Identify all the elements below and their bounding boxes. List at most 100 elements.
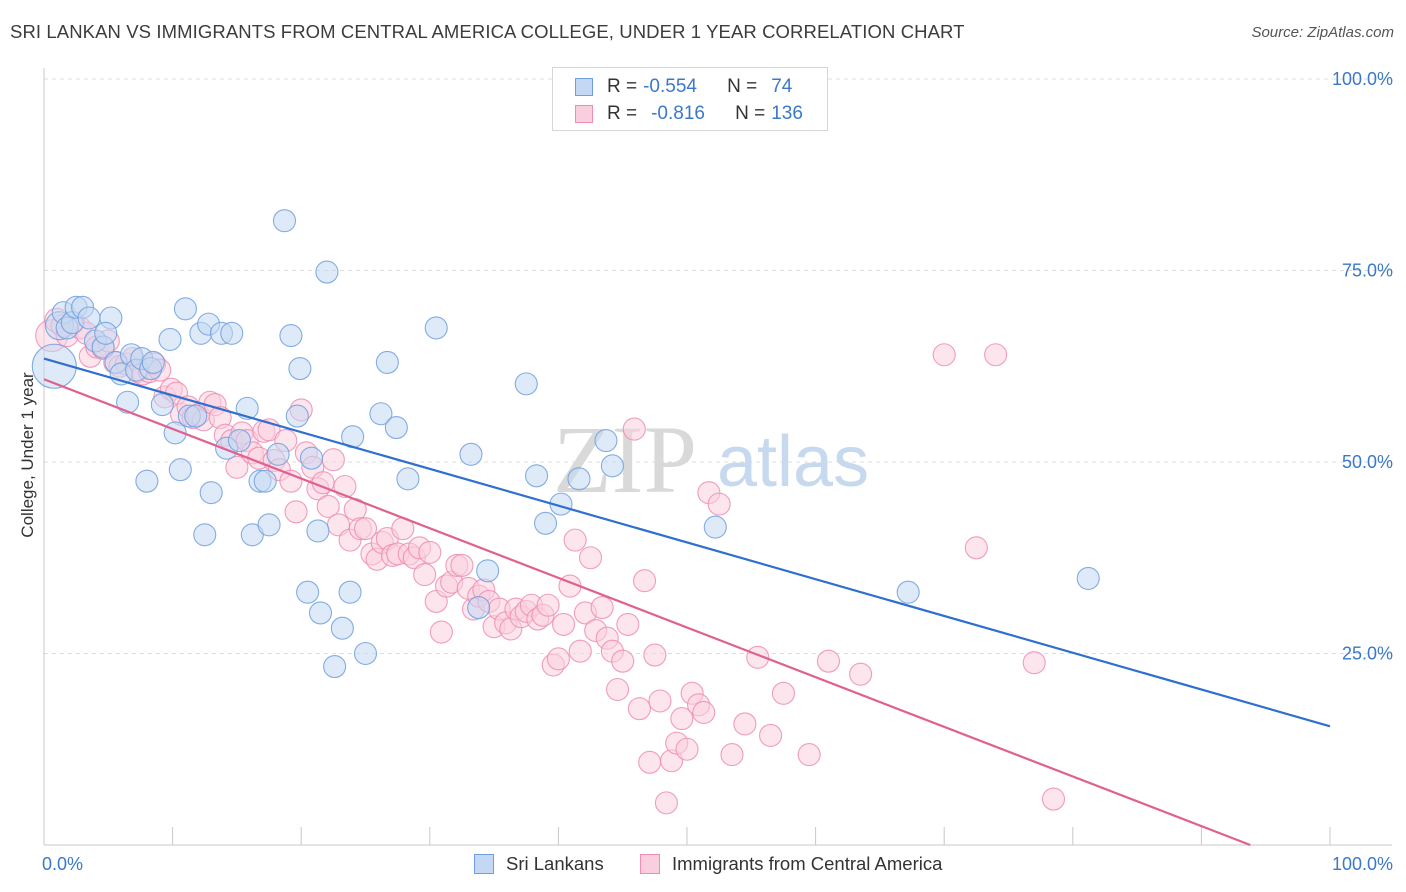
point-central-america <box>536 593 560 617</box>
point-sri-lankans <box>476 559 500 583</box>
point-sri-lankans <box>235 396 259 420</box>
y-tick-label: 100.0% <box>1332 69 1393 89</box>
point-central-america <box>643 643 667 667</box>
trend-lines <box>43 357 1331 847</box>
bottom-legend-swatch-pink <box>640 854 660 874</box>
legend-row-sri-lankans: R = -0.554 N = 74 <box>575 74 792 100</box>
point-sri-lankans <box>135 469 159 493</box>
point-sri-lankans <box>1076 566 1100 590</box>
point-central-america <box>932 343 956 367</box>
point-central-america <box>759 723 783 748</box>
point-central-america <box>654 791 678 815</box>
point-sri-lankans <box>279 324 303 348</box>
y-tick-label: 25.0% <box>1342 644 1393 664</box>
point-central-america <box>675 737 699 761</box>
point-sri-lankans <box>173 297 198 321</box>
point-central-america <box>546 647 570 671</box>
point-sri-lankans <box>338 580 362 604</box>
point-central-america <box>733 712 757 736</box>
point-sri-lankans <box>396 467 420 491</box>
series-sri-lankans-points <box>31 209 1100 679</box>
point-sri-lankans <box>467 595 491 620</box>
point-sri-lankans <box>459 442 483 466</box>
y-axis-label: College, Under 1 year <box>18 372 37 538</box>
point-sri-lankans <box>424 316 448 340</box>
point-central-america <box>964 536 988 560</box>
chart-title: SRI LANKAN VS IMMIGRANTS FROM CENTRAL AM… <box>10 21 965 42</box>
point-sri-lankans <box>257 513 281 537</box>
point-central-america <box>707 492 731 516</box>
trend-line-central-america <box>43 378 1251 847</box>
point-central-america <box>353 517 378 541</box>
point-central-america <box>578 546 603 570</box>
point-sri-lankans <box>199 481 223 505</box>
point-central-america <box>316 494 340 518</box>
point-sri-lankans <box>253 469 277 493</box>
point-sri-lankans <box>299 446 324 470</box>
point-sri-lankans <box>330 616 354 640</box>
point-central-america <box>771 681 796 705</box>
point-central-america <box>418 540 442 564</box>
point-sri-lankans <box>896 580 920 604</box>
point-sri-lankans <box>272 209 297 233</box>
tick-labels: 100.0% 75.0% 50.0% 25.0% 0.0% 100.0% <box>42 69 1393 874</box>
point-central-america <box>333 474 357 499</box>
point-sri-lankans <box>594 429 618 453</box>
point-sri-lankans <box>94 321 118 345</box>
y-tick-label: 75.0% <box>1342 261 1393 281</box>
point-sri-lankans <box>31 343 77 389</box>
bottom-legend-label: Sri Lankans <box>506 853 604 874</box>
point-sri-lankans <box>285 404 309 428</box>
point-central-america <box>1041 787 1066 811</box>
bottom-legend-sri-lankans: Sri Lankans <box>474 852 604 876</box>
point-sri-lankans <box>703 515 727 539</box>
point-central-america <box>551 612 576 636</box>
point-sri-lankans <box>288 356 312 381</box>
point-central-america <box>606 677 630 702</box>
point-central-america <box>450 553 474 577</box>
point-central-america <box>638 750 662 774</box>
point-central-america <box>590 595 614 620</box>
point-central-america <box>611 649 635 673</box>
legend-r-label: R = <box>607 76 638 97</box>
bottom-legend-swatch-blue <box>474 854 494 874</box>
correlation-legend: R = -0.554 N = 74 R = -0.816 N = 136 <box>552 67 828 131</box>
point-sri-lankans <box>158 327 182 351</box>
bottom-legend-central-america: Immigrants from Central America <box>640 852 942 876</box>
grid-lines <box>44 78 1392 654</box>
point-sri-lankans <box>600 454 624 478</box>
point-sri-lankans <box>533 511 558 535</box>
point-sri-lankans <box>323 654 347 679</box>
legend-r-label: R = <box>607 103 638 124</box>
source-label: Source: ZipAtlas.com <box>1251 24 1394 41</box>
point-sri-lankans <box>524 464 549 488</box>
point-sri-lankans <box>375 350 399 374</box>
point-sri-lankans <box>116 390 140 414</box>
legend-r-value: -0.554 <box>643 76 697 97</box>
series-central-america-points <box>35 307 1066 815</box>
point-sri-lankans <box>369 402 393 426</box>
point-central-america <box>627 697 651 721</box>
point-central-america <box>648 689 672 713</box>
point-central-america <box>633 569 657 593</box>
legend-r-value: -0.816 <box>651 103 705 124</box>
point-central-america <box>429 620 453 644</box>
point-sri-lankans <box>184 404 208 428</box>
point-central-america <box>622 417 646 441</box>
point-central-america <box>797 743 821 767</box>
point-sri-lankans <box>77 306 101 330</box>
point-central-america <box>816 649 841 673</box>
y-tick-label: 50.0% <box>1342 452 1393 472</box>
point-sri-lankans <box>168 458 192 482</box>
legend-n-label: N = <box>735 103 766 124</box>
legend-row-central-america: R = -0.816 N = 136 <box>575 101 803 127</box>
point-sri-lankans <box>296 580 320 604</box>
point-central-america <box>849 662 873 686</box>
legend-n-label: N = <box>727 76 758 97</box>
point-sri-lankans <box>150 392 174 417</box>
x-tick-label: 100.0% <box>1332 854 1393 874</box>
point-central-america <box>321 448 345 472</box>
legend-swatch-blue <box>575 78 593 96</box>
point-central-america <box>413 563 437 587</box>
